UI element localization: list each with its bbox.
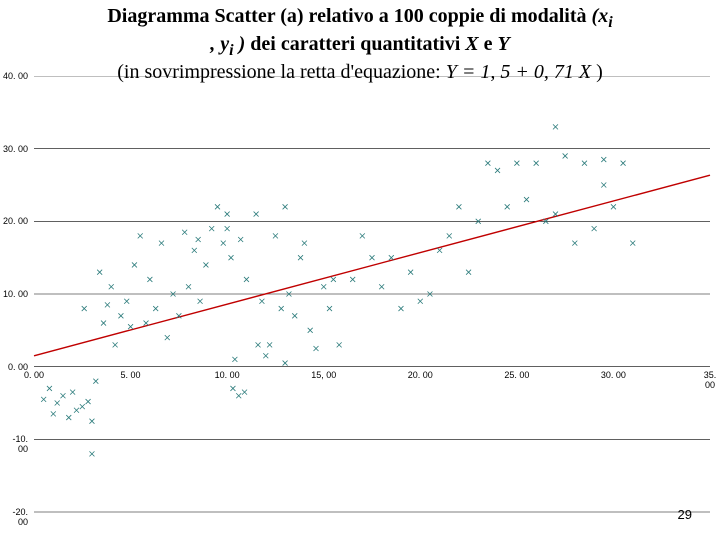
x-tick-label: 20. 00 bbox=[408, 370, 433, 380]
title-line1-b: (x bbox=[592, 5, 609, 27]
title-line2-a: , y bbox=[210, 33, 229, 55]
x-tick-label: 15, 00 bbox=[311, 370, 336, 380]
title-line2-c: dei caratteri quantitativi bbox=[245, 33, 465, 55]
x-tick-label: 30. 00 bbox=[601, 370, 626, 380]
page-number: 29 bbox=[678, 507, 692, 522]
title-line1-a: Diagramma Scatter (a) relativo a 100 cop… bbox=[107, 5, 591, 27]
title-line1-sub: i bbox=[608, 14, 612, 31]
x-tick-label: 25. 00 bbox=[504, 370, 529, 380]
chart-title: Diagramma Scatter (a) relativo a 100 cop… bbox=[0, 0, 720, 84]
y-tick-label: 20. 00 bbox=[0, 216, 28, 226]
title-line2-b: ) bbox=[234, 33, 246, 55]
y-tick-label: 30. 00 bbox=[0, 144, 28, 154]
x-tick-label: 10. 00 bbox=[215, 370, 240, 380]
title-line2-f: Y bbox=[498, 33, 510, 55]
y-tick-label: -10. 00 bbox=[0, 434, 28, 454]
slide-page: { "title": { "line1_a": "Diagramma Scatt… bbox=[0, 0, 720, 540]
x-tick-label: 35. 00 bbox=[704, 370, 717, 390]
x-tick-label: 5. 00 bbox=[121, 370, 141, 380]
title-line2-e: e bbox=[479, 33, 498, 55]
y-tick-label: 40. 00 bbox=[0, 71, 28, 81]
title-line2-d: X bbox=[465, 33, 478, 55]
y-tick-label: -20. 00 bbox=[0, 507, 28, 527]
scatter-chart: -20. 00-10. 000. 0010. 0020. 0030. 0040.… bbox=[0, 76, 720, 516]
y-tick-label: 10. 00 bbox=[0, 289, 28, 299]
x-tick-label: 0. 00 bbox=[24, 370, 44, 380]
chart-svg bbox=[0, 76, 720, 516]
